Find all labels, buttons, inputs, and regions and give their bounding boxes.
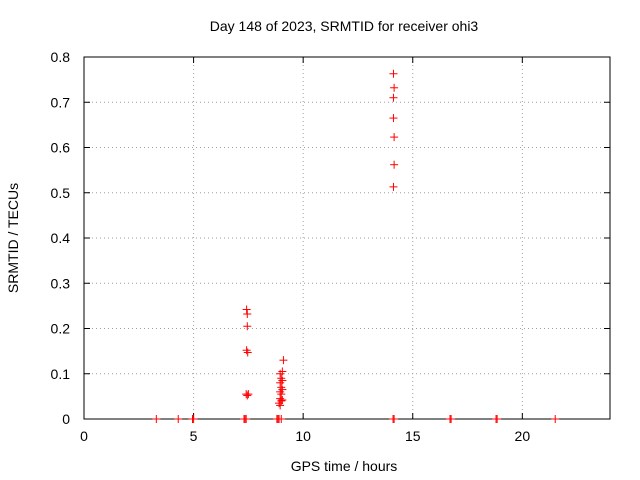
data-point bbox=[390, 160, 399, 169]
y-tick-label: 0.5 bbox=[51, 185, 71, 201]
data-point bbox=[242, 346, 251, 355]
data-point bbox=[389, 114, 398, 123]
data-point bbox=[243, 391, 252, 400]
x-tick-label: 5 bbox=[190, 428, 198, 444]
data-point bbox=[390, 133, 399, 142]
data-point bbox=[493, 415, 502, 423]
y-tick-label: 0.1 bbox=[51, 366, 71, 382]
data-point bbox=[278, 367, 287, 376]
data-point bbox=[242, 415, 251, 423]
data-point bbox=[277, 374, 286, 383]
data-point bbox=[243, 310, 252, 319]
data-point bbox=[277, 383, 286, 392]
data-point bbox=[243, 348, 252, 357]
x-tick-labels: 0 5 10 15 20 bbox=[80, 428, 530, 444]
data-points bbox=[152, 69, 560, 423]
y-tick-labels: 0 0.1 0.2 0.3 0.4 0.5 0.6 0.7 0.8 bbox=[51, 49, 71, 427]
data-point bbox=[189, 415, 198, 423]
data-point bbox=[152, 415, 161, 423]
data-point bbox=[389, 93, 398, 102]
data-point bbox=[243, 322, 252, 331]
y-tick-label: 0 bbox=[62, 411, 70, 427]
x-axis-label: GPS time / hours bbox=[291, 458, 398, 474]
y-tick-label: 0.4 bbox=[51, 230, 71, 246]
x-tick-label: 20 bbox=[515, 428, 531, 444]
data-point bbox=[278, 376, 287, 385]
data-point bbox=[276, 387, 285, 396]
y-tick-label: 0.2 bbox=[51, 321, 71, 337]
plot-area-border bbox=[83, 56, 611, 420]
axis-ticks bbox=[83, 56, 610, 420]
data-point bbox=[390, 83, 399, 92]
y-tick-label: 0.6 bbox=[51, 140, 71, 156]
grid-lines bbox=[84, 57, 610, 419]
data-point bbox=[551, 415, 560, 423]
data-point bbox=[447, 415, 456, 423]
data-point bbox=[276, 378, 285, 387]
data-point bbox=[278, 385, 287, 394]
y-tick-label: 0.3 bbox=[51, 275, 71, 291]
y-tick-label: 0.7 bbox=[51, 94, 71, 110]
data-point bbox=[279, 356, 288, 365]
data-point bbox=[244, 390, 253, 399]
data-point bbox=[390, 415, 399, 423]
data-point bbox=[389, 182, 398, 191]
chart-title: Day 148 of 2023, SRMTID for receiver ohi… bbox=[210, 18, 479, 34]
y-axis-label: SRMTID / TECUs bbox=[5, 183, 21, 293]
data-point bbox=[174, 415, 183, 423]
data-point bbox=[276, 394, 285, 403]
x-tick-label: 15 bbox=[405, 428, 421, 444]
x-tick-label: 10 bbox=[295, 428, 311, 444]
data-point bbox=[242, 305, 251, 314]
data-point bbox=[276, 369, 285, 378]
data-point bbox=[389, 69, 398, 78]
x-tick-label: 0 bbox=[80, 428, 88, 444]
data-point bbox=[277, 415, 286, 423]
y-tick-label: 0.8 bbox=[51, 49, 71, 65]
